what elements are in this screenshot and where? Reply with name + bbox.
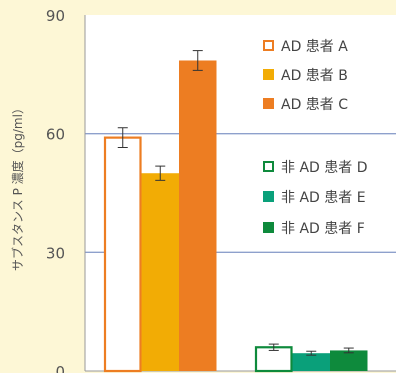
y-tick-label: 90 [46, 7, 65, 25]
bar [141, 173, 179, 371]
legend-label: AD 患者 A [281, 39, 348, 55]
y-tick-label: 0 [55, 363, 65, 373]
legend-label: 非 AD 患者 E [281, 190, 366, 206]
legend-swatch [263, 191, 274, 202]
legend-label: AD 患者 C [281, 97, 348, 113]
y-axis-label-wrap: サブスタンス P 濃度（pg/ml） [2, 0, 32, 373]
bar [330, 350, 368, 371]
y-tick-label: 60 [46, 126, 65, 144]
legend-swatch [263, 222, 274, 233]
y-axis-label: サブスタンス P 濃度（pg/ml） [10, 102, 25, 271]
y-tick-label: 30 [46, 244, 65, 262]
legend-swatch [263, 161, 274, 172]
bar [179, 60, 217, 371]
bar [292, 353, 330, 371]
legend-label: 非 AD 患者 D [281, 160, 368, 176]
legend-label: 非 AD 患者 F [281, 221, 365, 237]
bar [103, 136, 142, 373]
legend-label: AD 患者 B [281, 68, 348, 84]
legend-swatch [263, 69, 274, 80]
legend-swatch [263, 40, 274, 51]
legend-swatch [263, 98, 274, 109]
